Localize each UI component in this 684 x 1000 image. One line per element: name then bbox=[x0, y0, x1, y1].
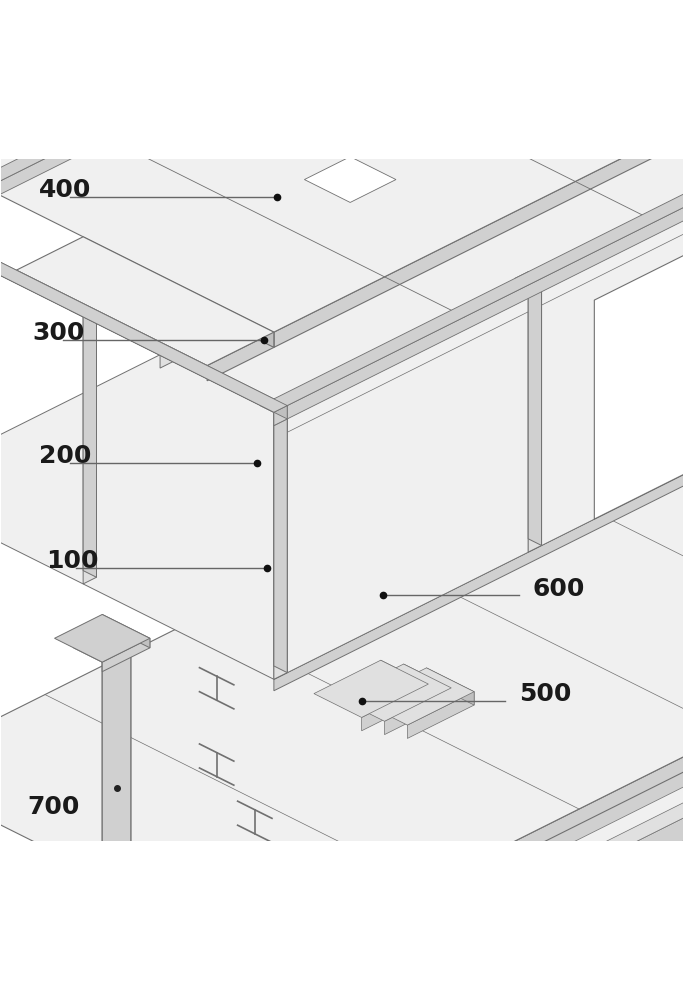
Polygon shape bbox=[627, 624, 684, 653]
Polygon shape bbox=[0, 672, 684, 1000]
Polygon shape bbox=[274, 853, 684, 1000]
Polygon shape bbox=[655, 624, 684, 667]
Text: 400: 400 bbox=[39, 178, 91, 202]
Polygon shape bbox=[0, 389, 684, 962]
Polygon shape bbox=[515, 272, 542, 285]
Polygon shape bbox=[495, 4, 587, 50]
Polygon shape bbox=[16, 237, 274, 366]
Text: 300: 300 bbox=[32, 321, 84, 345]
Polygon shape bbox=[404, 664, 451, 701]
Polygon shape bbox=[360, 668, 474, 725]
Polygon shape bbox=[135, 761, 684, 1000]
Polygon shape bbox=[102, 648, 131, 929]
Polygon shape bbox=[0, 653, 684, 1000]
Text: 100: 100 bbox=[46, 549, 98, 573]
Polygon shape bbox=[274, 0, 401, 80]
Polygon shape bbox=[274, 31, 684, 426]
Polygon shape bbox=[274, 298, 684, 691]
Polygon shape bbox=[655, 605, 684, 881]
Polygon shape bbox=[0, 619, 684, 1000]
Polygon shape bbox=[0, 605, 684, 1000]
Polygon shape bbox=[655, 638, 684, 681]
Polygon shape bbox=[160, 94, 174, 368]
Polygon shape bbox=[244, 815, 684, 1000]
Polygon shape bbox=[83, 310, 96, 584]
Polygon shape bbox=[655, 0, 669, 114]
Polygon shape bbox=[274, 399, 287, 673]
Polygon shape bbox=[384, 688, 451, 735]
Polygon shape bbox=[274, 406, 287, 679]
Polygon shape bbox=[174, 780, 684, 1000]
Polygon shape bbox=[261, 24, 684, 412]
Polygon shape bbox=[74, 634, 131, 662]
Polygon shape bbox=[274, 406, 287, 679]
Text: 700: 700 bbox=[27, 795, 79, 819]
Polygon shape bbox=[189, 788, 684, 1000]
Polygon shape bbox=[674, 592, 684, 622]
Polygon shape bbox=[655, 389, 684, 595]
Polygon shape bbox=[362, 684, 428, 731]
Polygon shape bbox=[655, 0, 669, 120]
Polygon shape bbox=[146, 88, 174, 101]
Polygon shape bbox=[274, 399, 287, 673]
Text: 200: 200 bbox=[39, 444, 91, 468]
Polygon shape bbox=[594, 251, 684, 519]
Text: 600: 600 bbox=[533, 577, 585, 601]
Polygon shape bbox=[28, 707, 684, 1000]
Polygon shape bbox=[542, 185, 684, 545]
Polygon shape bbox=[120, 753, 684, 1000]
Polygon shape bbox=[160, 88, 174, 361]
Polygon shape bbox=[304, 157, 396, 202]
Polygon shape bbox=[261, 399, 287, 412]
Polygon shape bbox=[0, 107, 684, 679]
Polygon shape bbox=[415, 0, 428, 241]
Polygon shape bbox=[274, 0, 684, 347]
Polygon shape bbox=[102, 638, 150, 672]
Polygon shape bbox=[642, 0, 684, 37]
Polygon shape bbox=[528, 278, 542, 552]
Polygon shape bbox=[83, 304, 96, 577]
Polygon shape bbox=[655, 0, 684, 44]
Polygon shape bbox=[381, 660, 428, 697]
Polygon shape bbox=[0, 646, 684, 1000]
Polygon shape bbox=[401, 0, 528, 17]
Polygon shape bbox=[0, 599, 684, 1000]
Polygon shape bbox=[0, 0, 684, 332]
Polygon shape bbox=[274, 580, 684, 977]
Polygon shape bbox=[0, 680, 684, 1000]
Polygon shape bbox=[528, 272, 542, 545]
Polygon shape bbox=[655, 0, 669, 120]
Polygon shape bbox=[0, 592, 684, 1000]
Text: 500: 500 bbox=[519, 682, 572, 706]
Polygon shape bbox=[337, 664, 451, 721]
Polygon shape bbox=[655, 107, 684, 309]
Polygon shape bbox=[274, 406, 287, 426]
Polygon shape bbox=[102, 614, 150, 648]
Polygon shape bbox=[0, 0, 669, 242]
Polygon shape bbox=[287, 312, 528, 673]
Polygon shape bbox=[655, 0, 669, 114]
Polygon shape bbox=[102, 634, 131, 915]
Polygon shape bbox=[0, 0, 669, 228]
Polygon shape bbox=[66, 726, 684, 1000]
Polygon shape bbox=[0, 215, 287, 412]
Polygon shape bbox=[82, 734, 684, 1000]
Polygon shape bbox=[207, 332, 274, 381]
Polygon shape bbox=[426, 668, 474, 705]
Polygon shape bbox=[415, 0, 428, 234]
Polygon shape bbox=[55, 614, 150, 662]
Polygon shape bbox=[314, 660, 428, 717]
Polygon shape bbox=[261, 399, 287, 412]
Polygon shape bbox=[0, 215, 287, 419]
Polygon shape bbox=[228, 807, 684, 1000]
Polygon shape bbox=[408, 692, 474, 738]
Polygon shape bbox=[13, 699, 684, 1000]
Polygon shape bbox=[0, 626, 684, 1000]
Polygon shape bbox=[70, 304, 96, 317]
Polygon shape bbox=[83, 237, 274, 347]
